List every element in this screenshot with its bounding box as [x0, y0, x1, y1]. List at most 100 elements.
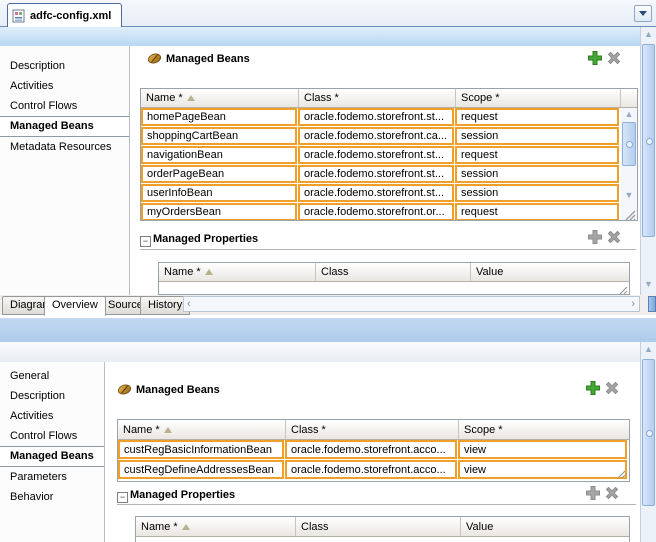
- top-editor-toolbar: ?: [0, 27, 656, 72]
- column-header-name[interactable]: Name *: [118, 420, 286, 439]
- editor-vertical-scrollbar[interactable]: ▲: [640, 342, 656, 542]
- scroll-up-icon[interactable]: ▲: [624, 109, 634, 119]
- cell-scope[interactable]: request: [455, 203, 619, 220]
- add-property-button-disabled[interactable]: [587, 229, 603, 245]
- sidebar-item-description[interactable]: Description: [10, 60, 66, 72]
- column-header-class[interactable]: Class: [316, 263, 471, 281]
- cell-class[interactable]: oracle.fodemo.storefront.st...: [298, 108, 454, 126]
- sidebar-item-control-flows[interactable]: Control Flows: [10, 430, 78, 442]
- table-vertical-scrollbar[interactable]: ▲ ▼: [621, 108, 637, 221]
- sidebar-item-managed-beans[interactable]: Managed Beans: [0, 116, 129, 137]
- column-header-name[interactable]: Name *: [136, 517, 296, 536]
- column-header-value[interactable]: Value: [466, 520, 494, 533]
- delete-property-button-disabled[interactable]: [606, 229, 622, 245]
- column-header-value[interactable]: Value: [476, 266, 504, 278]
- column-header-class[interactable]: Class *: [286, 420, 459, 439]
- cell-scope[interactable]: session: [455, 165, 619, 183]
- editor-vertical-scrollbar[interactable]: ▲ ▼: [640, 27, 656, 295]
- scroll-up-icon[interactable]: ▲: [644, 344, 653, 354]
- table-row[interactable]: homePageBean oracle.fodemo.storefront.st…: [141, 108, 637, 126]
- table-row[interactable]: custRegDefineAddressesBean oracle.fodemo…: [118, 460, 629, 479]
- sidebar-item-control-flows[interactable]: Control Flows: [10, 100, 78, 112]
- table-header-row: Name * Class * Scope *: [141, 89, 637, 108]
- cell-name[interactable]: navigationBean: [141, 146, 297, 164]
- cell-name[interactable]: myOrdersBean: [141, 203, 297, 220]
- add-property-button-disabled[interactable]: [585, 485, 601, 501]
- sidebar-item-description[interactable]: Description: [10, 390, 66, 402]
- cell-name[interactable]: custRegBasicInformationBean: [118, 440, 284, 459]
- delete-bean-button[interactable]: [606, 50, 622, 66]
- table-row[interactable]: navigationBean oracle.fodemo.storefront.…: [141, 146, 637, 164]
- table-row[interactable]: shoppingCartBean oracle.fodemo.storefron…: [141, 127, 637, 145]
- resize-grip-icon[interactable]: [615, 468, 626, 479]
- column-header-class[interactable]: Class: [296, 517, 461, 536]
- sidebar-item-behavior[interactable]: Behavior: [10, 491, 54, 503]
- cell-class[interactable]: oracle.fodemo.storefront.st...: [298, 146, 454, 164]
- table-header-row: Name * Class * Scope *: [118, 420, 629, 440]
- sidebar-item-activities[interactable]: Activities: [10, 410, 54, 422]
- table-row[interactable]: myOrdersBean oracle.fodemo.storefront.or…: [141, 203, 637, 220]
- scroll-down-icon[interactable]: ▼: [644, 279, 653, 289]
- cell-class[interactable]: oracle.fodemo.storefront.st...: [298, 184, 454, 202]
- cell-name[interactable]: shoppingCartBean: [141, 127, 297, 145]
- tab-source[interactable]: Source: [100, 296, 151, 315]
- add-bean-button[interactable]: [587, 50, 603, 66]
- table-row[interactable]: custRegBasicInformationBean oracle.fodem…: [118, 440, 629, 459]
- resize-grip-icon[interactable]: [623, 208, 636, 221]
- sidebar-item-general[interactable]: General: [10, 370, 50, 382]
- column-header-name[interactable]: Name *: [141, 89, 299, 107]
- column-header-name[interactable]: Name *: [159, 263, 316, 281]
- scrollbar-thumb[interactable]: [642, 359, 655, 506]
- table-row[interactable]: userInfoBean oracle.fodemo.storefront.st…: [141, 184, 637, 202]
- top-editor-content: Description Activities Control Flows Man…: [0, 46, 640, 295]
- scrollbar-thumb[interactable]: [642, 44, 655, 237]
- collapse-section-icon[interactable]: −: [117, 492, 128, 503]
- collapse-section-icon[interactable]: −: [140, 236, 151, 247]
- resize-grip-icon[interactable]: [617, 284, 628, 295]
- sidebar-item-activities[interactable]: Activities: [10, 80, 54, 92]
- tab-adfc-config[interactable]: adfc-config.xml: [7, 3, 123, 28]
- column-header-scope[interactable]: Scope *: [456, 89, 621, 107]
- tab-overview[interactable]: Overview: [44, 296, 106, 316]
- sidebar-item-managed-beans[interactable]: Managed Beans: [0, 446, 104, 467]
- scroll-down-icon[interactable]: ▼: [624, 190, 634, 200]
- bottom-editor-content: General Description Activities Control F…: [0, 362, 640, 542]
- cell-scope[interactable]: view: [458, 440, 627, 459]
- column-header-scope[interactable]: Scope *: [464, 423, 503, 436]
- horizontal-scrollbar[interactable]: ‹ ›: [183, 296, 640, 312]
- cell-class[interactable]: oracle.fodemo.storefront.or...: [298, 203, 454, 220]
- scroll-left-icon[interactable]: ‹: [187, 298, 191, 310]
- table-row[interactable]: orderPageBean oracle.fodemo.storefront.s…: [141, 165, 637, 183]
- cell-name[interactable]: homePageBean: [141, 108, 297, 126]
- managed-beans-table: Name * Class * Scope * custRegBasicInfor…: [117, 419, 630, 482]
- cell-scope[interactable]: session: [455, 184, 619, 202]
- table-body-empty: [136, 537, 629, 542]
- sort-asc-icon: [181, 523, 190, 530]
- add-bean-button[interactable]: [585, 380, 601, 396]
- cell-class[interactable]: oracle.fodemo.storefront.ca...: [298, 127, 454, 145]
- editor-list-dropdown-button[interactable]: [634, 5, 652, 22]
- cell-name[interactable]: custRegDefineAddressesBean: [118, 460, 284, 479]
- thumb-grip-dot: [645, 137, 653, 145]
- delete-property-button-disabled[interactable]: [604, 485, 620, 501]
- scroll-right-icon[interactable]: ›: [631, 298, 635, 310]
- cell-scope[interactable]: session: [455, 127, 619, 145]
- cell-class[interactable]: oracle.fodemo.storefront.acco...: [285, 460, 457, 479]
- cell-name[interactable]: orderPageBean: [141, 165, 297, 183]
- cell-class[interactable]: oracle.fodemo.storefront.st...: [298, 165, 454, 183]
- delete-bean-button[interactable]: [604, 380, 620, 396]
- column-header-class[interactable]: Class *: [299, 89, 456, 107]
- cell-class[interactable]: oracle.fodemo.storefront.acco...: [285, 440, 457, 459]
- cell-scope[interactable]: view: [458, 460, 627, 479]
- bottom-editor-tabbar: customer-registration-task-flow.xml: [0, 318, 656, 343]
- cell-name[interactable]: userInfoBean: [141, 184, 297, 202]
- cell-scope[interactable]: request: [455, 108, 619, 126]
- tab-history[interactable]: History: [140, 296, 191, 315]
- panel-gap: [0, 315, 656, 318]
- cell-scope[interactable]: request: [455, 146, 619, 164]
- sidebar-item-parameters[interactable]: Parameters: [10, 471, 67, 483]
- sidebar-item-metadata-resources[interactable]: Metadata Resources: [10, 141, 112, 153]
- scroll-up-icon[interactable]: ▲: [644, 29, 653, 39]
- scrollbar-thumb[interactable]: [622, 122, 636, 166]
- table-body: homePageBean oracle.fodemo.storefront.st…: [141, 108, 637, 221]
